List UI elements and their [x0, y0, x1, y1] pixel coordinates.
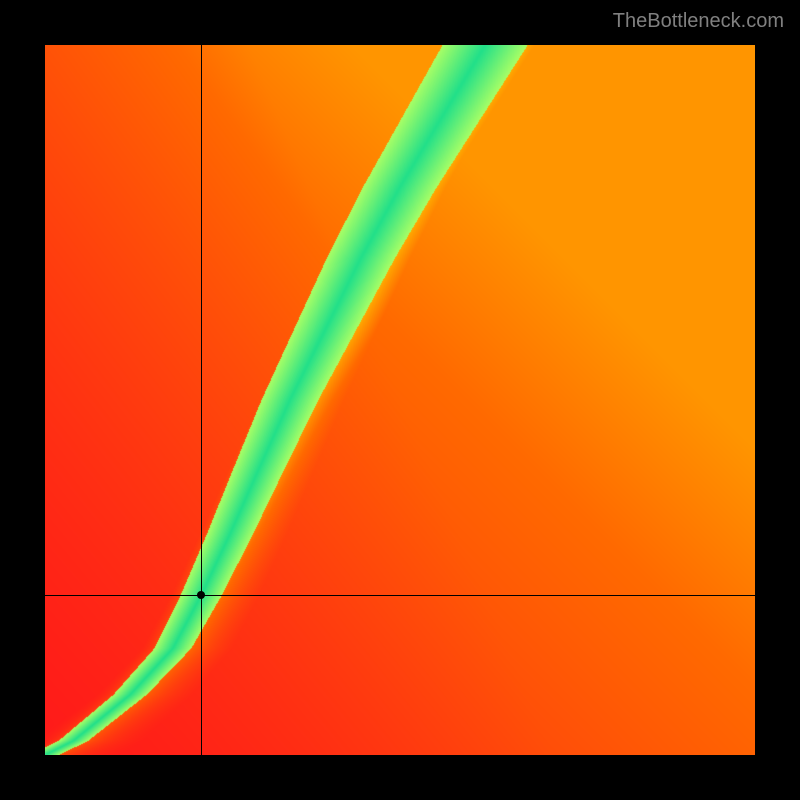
- heatmap-canvas: [45, 45, 755, 755]
- watermark-text: TheBottleneck.com: [613, 10, 784, 33]
- heatmap-plot: [45, 45, 755, 755]
